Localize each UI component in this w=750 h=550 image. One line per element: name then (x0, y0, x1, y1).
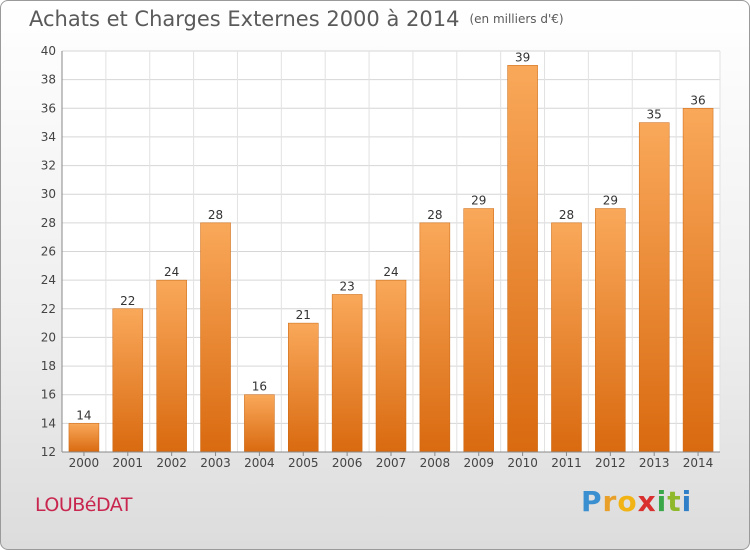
y-tick-label: 12 (41, 445, 56, 459)
logo-letter: x (637, 485, 657, 518)
bar-2005 (288, 322, 319, 453)
x-tick-label: 2008 (420, 456, 451, 470)
bar-2013 (638, 122, 670, 453)
y-tick-label: 18 (41, 359, 56, 373)
x-tick-label: 2001 (113, 456, 144, 470)
bars: 14 22 24 28 16 21 23 24 28 29 39 28 29 35 36 (68, 50, 714, 453)
x-tick-label: 2006 (332, 456, 363, 470)
title-text: Achats et Charges Externes 2000 à 2014 (29, 7, 460, 31)
data-label-2001: 22 (120, 294, 135, 308)
bar-2009 (463, 208, 494, 453)
y-tick-label: 36 (41, 101, 56, 115)
bar-2012 (595, 208, 626, 453)
logo-letter: o (617, 485, 638, 518)
y-tick-label: 32 (41, 159, 56, 173)
data-label-2005: 21 (296, 308, 311, 322)
data-label-2011: 28 (559, 208, 574, 222)
bar-2007 (375, 279, 407, 453)
x-tick-label: 2002 (156, 456, 187, 470)
bar-2004 (244, 394, 275, 453)
logo-letter: P (581, 485, 603, 518)
bar-2011 (551, 222, 582, 453)
bar-2010 (507, 65, 538, 453)
x-tick-label: 2005 (288, 456, 319, 470)
data-label-2004: 16 (252, 380, 267, 394)
data-label-2006: 23 (339, 279, 354, 293)
bar-2006 (331, 294, 363, 453)
x-tick-label: 2013 (639, 456, 670, 470)
y-tick-label: 16 (41, 388, 56, 402)
y-tick-label: 26 (41, 245, 56, 259)
x-tick-label: 2010 (507, 456, 538, 470)
bar-2014 (682, 108, 714, 453)
y-tick-label: 40 (41, 44, 56, 58)
x-tick-label: 2009 (463, 456, 494, 470)
logo-letter: t (667, 485, 682, 518)
commune-name: LOUBéDAT (35, 494, 132, 516)
y-tick-label: 30 (41, 187, 56, 201)
data-label-2003: 28 (208, 208, 223, 222)
logo-letter: r (602, 485, 618, 518)
data-label-2007: 24 (383, 265, 398, 279)
y-tick-label: 24 (41, 273, 56, 287)
logo-letter: i (656, 485, 668, 518)
data-label-2008: 28 (427, 208, 442, 222)
x-tick-label: 2004 (244, 456, 275, 470)
proxiti-logo: Proxiti (581, 485, 692, 518)
data-label-2009: 29 (471, 194, 486, 208)
x-tick-label: 2007 (376, 456, 407, 470)
bar-2000 (68, 423, 100, 453)
data-label-2013: 35 (647, 108, 662, 122)
x-tick-label: 2003 (200, 456, 231, 470)
axes: 12 14 16 18 20 22 24 26 28 30 32 34 36 38 40 2000 2001 20… (41, 44, 720, 470)
y-tick-label: 34 (41, 130, 56, 144)
chart-subtitle: (en milliers d'€) (469, 12, 564, 26)
data-label-2010: 39 (515, 50, 530, 64)
bar-2002 (156, 279, 187, 453)
data-label-2012: 29 (603, 194, 618, 208)
bar-2001 (112, 308, 144, 453)
x-tick-label: 2000 (69, 456, 100, 470)
y-tick-label: 14 (41, 416, 56, 430)
x-tick-label: 2011 (551, 456, 582, 470)
bar-2003 (200, 222, 231, 453)
y-tick-label: 20 (41, 330, 56, 344)
y-tick-label: 22 (41, 302, 56, 316)
data-label-2014: 36 (690, 93, 705, 107)
data-label-2000: 14 (76, 408, 91, 422)
bar-2008 (419, 222, 451, 453)
x-tick-label: 2014 (683, 456, 714, 470)
x-tick-label: 2012 (595, 456, 626, 470)
data-label-2002: 24 (164, 265, 179, 279)
y-tick-label: 38 (41, 73, 56, 87)
logo-letter: i (681, 485, 693, 518)
y-tick-label: 28 (41, 216, 56, 230)
chart-title: Achats et Charges Externes 2000 à 2014 (e… (29, 7, 564, 31)
